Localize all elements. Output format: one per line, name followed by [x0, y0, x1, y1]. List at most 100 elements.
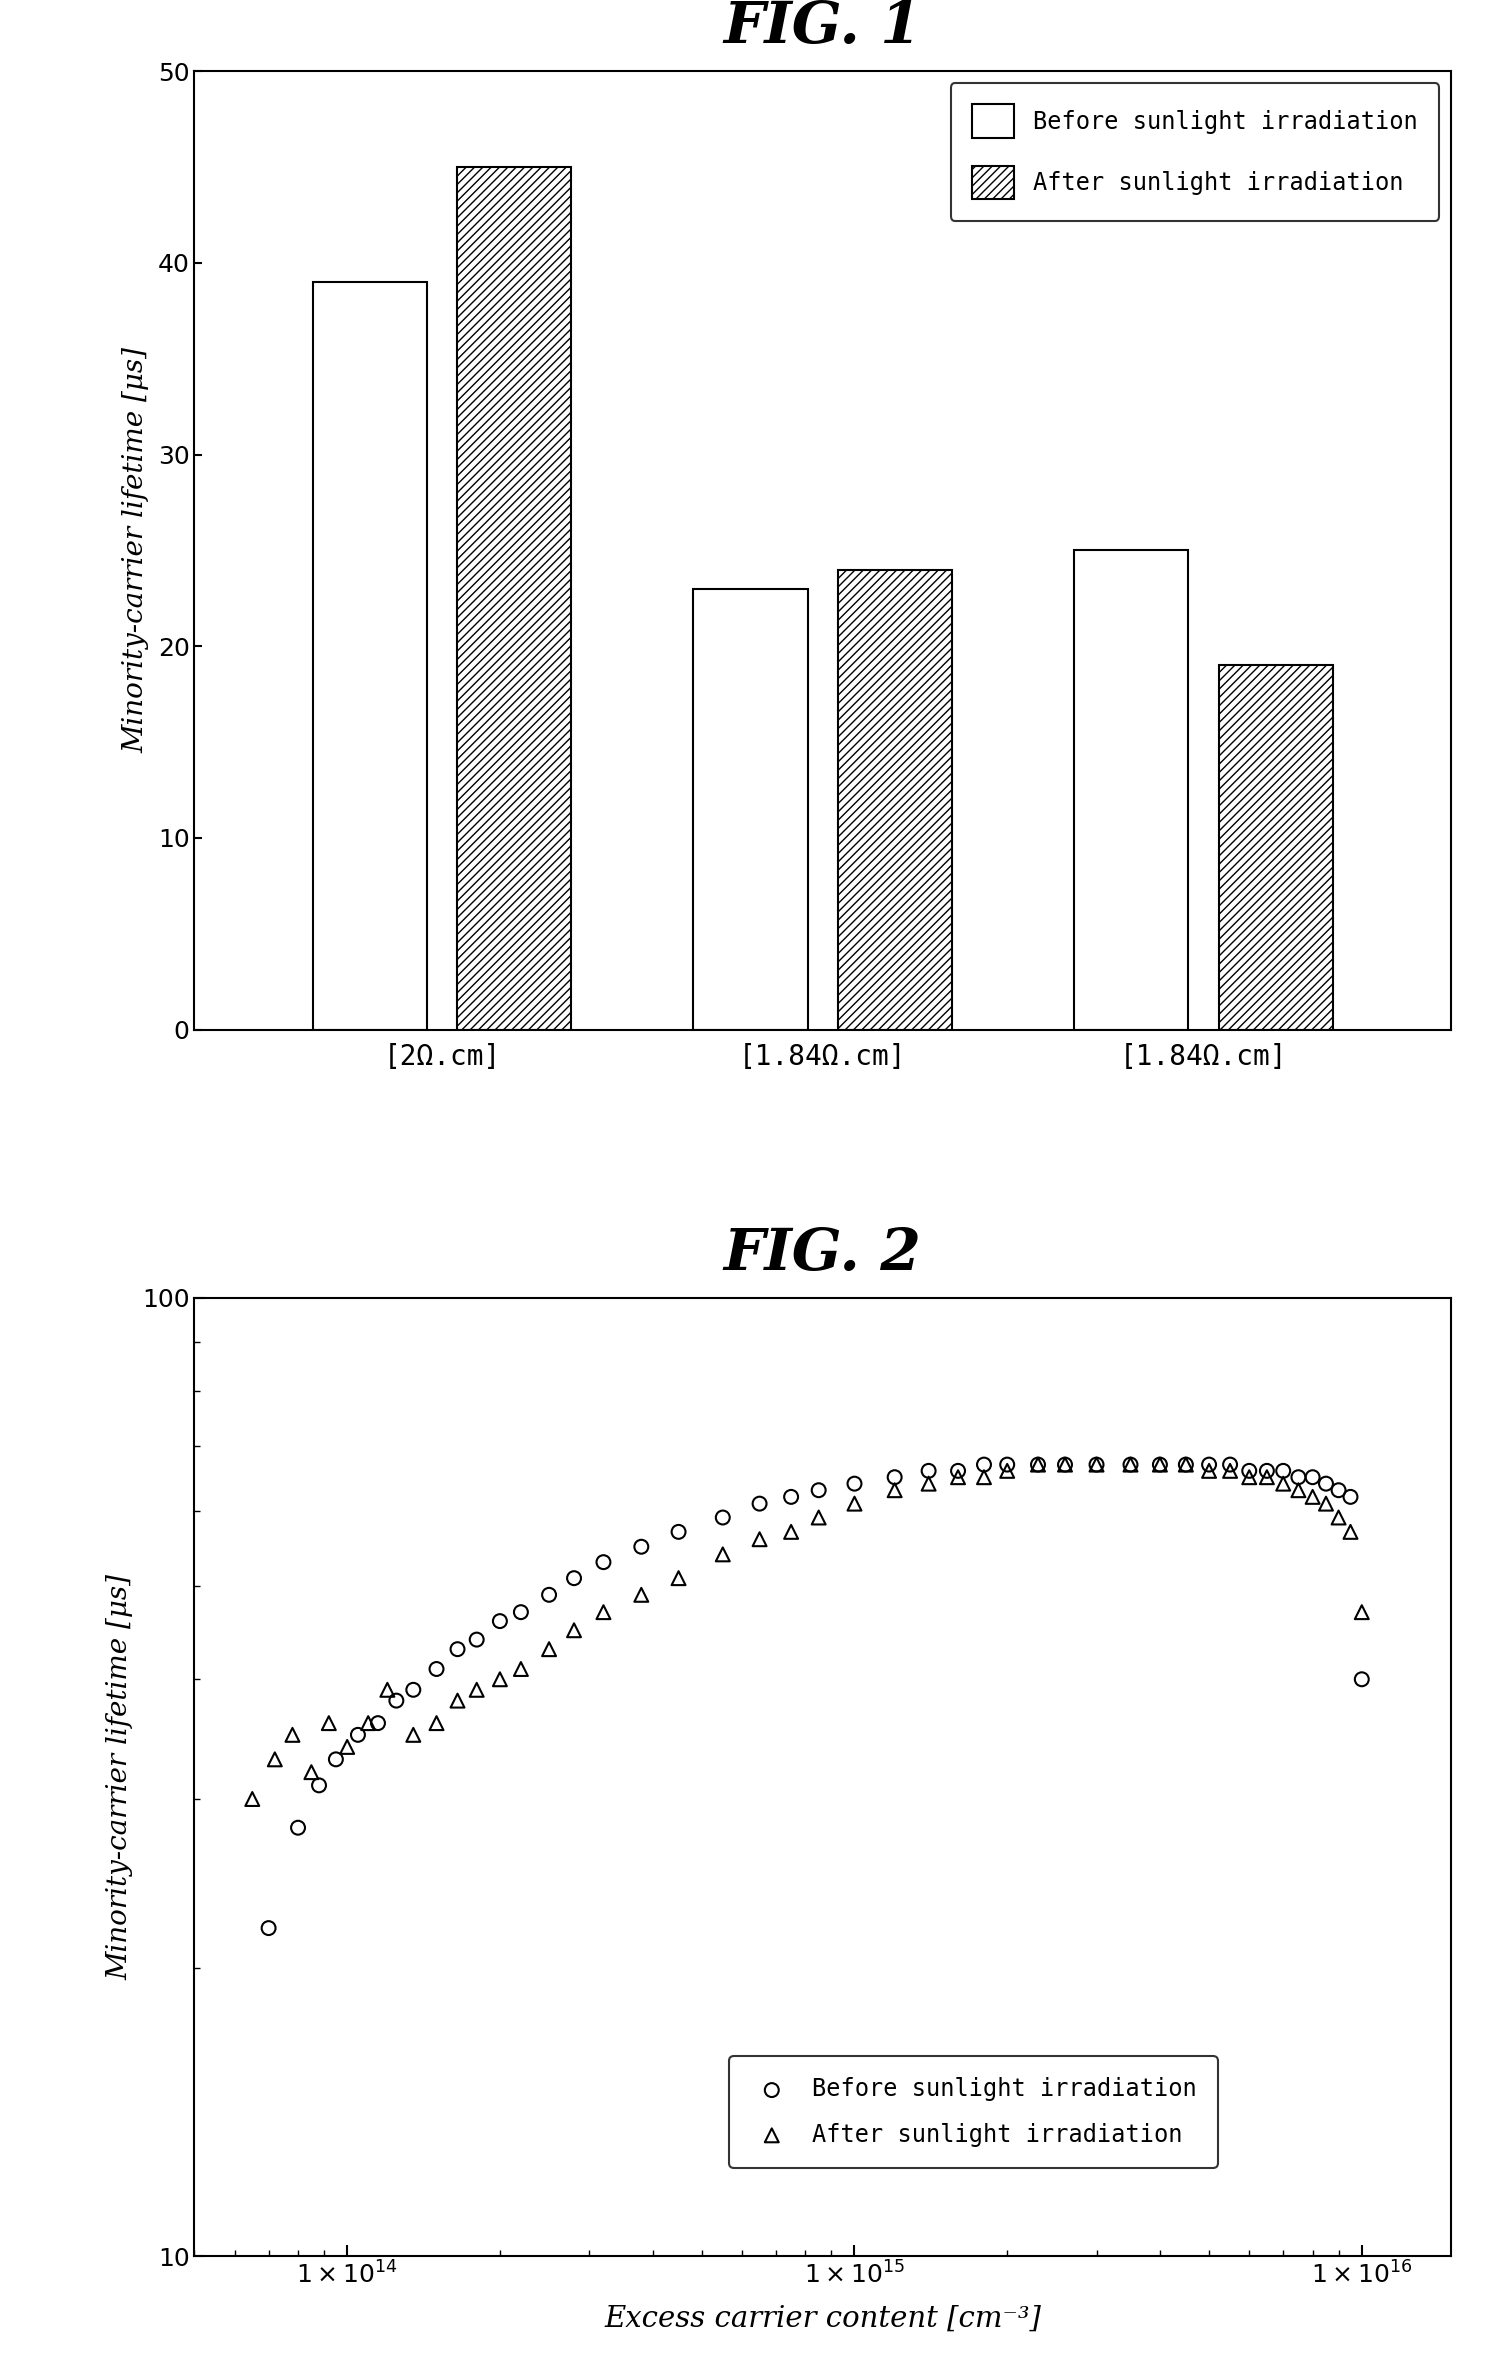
Before sunlight irradiation — [1119, 1446, 1143, 1484]
Before sunlight irradiation — [1174, 1446, 1198, 1484]
After sunlight irradiation — [667, 1558, 691, 1596]
Before sunlight irradiation — [1300, 1458, 1324, 1496]
Title: FIG. 2: FIG. 2 — [724, 1226, 922, 1282]
After sunlight irradiation — [401, 1715, 425, 1753]
Bar — [1219, 665, 1333, 1031]
Before sunlight irradiation — [425, 1651, 449, 1689]
Before sunlight irradiation — [1197, 1446, 1221, 1484]
Legend: Before sunlight irradiation, After sunlight irradiation: Before sunlight irradiation, After sunli… — [950, 83, 1439, 221]
After sunlight irradiation — [509, 1651, 533, 1689]
Before sunlight irradiation — [1339, 1477, 1363, 1515]
After sunlight irradiation — [1085, 1446, 1109, 1484]
After sunlight irradiation — [1339, 1513, 1363, 1551]
After sunlight irradiation — [630, 1575, 654, 1613]
Before sunlight irradiation — [1349, 1660, 1373, 1698]
Legend: Before sunlight irradiation, After sunlight irradiation: Before sunlight irradiation, After sunli… — [729, 2057, 1218, 2168]
After sunlight irradiation — [425, 1705, 449, 1743]
After sunlight irradiation — [465, 1672, 489, 1710]
Before sunlight irradiation — [509, 1594, 533, 1632]
After sunlight irradiation — [1174, 1446, 1198, 1484]
Before sunlight irradiation — [1237, 1451, 1261, 1489]
After sunlight irradiation — [711, 1534, 735, 1572]
Before sunlight irradiation — [1147, 1446, 1171, 1484]
After sunlight irradiation — [972, 1458, 996, 1496]
Before sunlight irradiation — [1218, 1446, 1242, 1484]
After sunlight irradiation — [1026, 1446, 1050, 1484]
Before sunlight irradiation — [1287, 1458, 1310, 1496]
After sunlight irradiation — [1327, 1499, 1351, 1537]
After sunlight irradiation — [591, 1594, 615, 1632]
Bar — [838, 570, 953, 1031]
Before sunlight irradiation — [1053, 1446, 1077, 1484]
After sunlight irradiation — [1255, 1458, 1279, 1496]
Before sunlight irradiation — [286, 1810, 310, 1848]
Before sunlight irradiation — [465, 1620, 489, 1658]
Before sunlight irradiation — [748, 1484, 772, 1522]
After sunlight irradiation — [1237, 1458, 1261, 1496]
After sunlight irradiation — [241, 1779, 265, 1817]
Before sunlight irradiation — [1026, 1446, 1050, 1484]
After sunlight irradiation — [1053, 1446, 1077, 1484]
Before sunlight irradiation — [1255, 1451, 1279, 1489]
Before sunlight irradiation — [1085, 1446, 1109, 1484]
Before sunlight irradiation — [945, 1451, 969, 1489]
Before sunlight irradiation — [1272, 1451, 1296, 1489]
Bar — [693, 589, 808, 1031]
Before sunlight irradiation — [384, 1682, 408, 1720]
After sunlight irradiation — [806, 1499, 830, 1537]
After sunlight irradiation — [356, 1705, 380, 1743]
Before sunlight irradiation — [972, 1446, 996, 1484]
Before sunlight irradiation — [917, 1451, 941, 1489]
After sunlight irradiation — [562, 1610, 586, 1648]
Before sunlight irradiation — [995, 1446, 1019, 1484]
Before sunlight irradiation — [1327, 1470, 1351, 1508]
After sunlight irradiation — [317, 1705, 341, 1743]
After sunlight irradiation — [1272, 1465, 1296, 1503]
Before sunlight irradiation — [537, 1575, 561, 1613]
After sunlight irradiation — [446, 1682, 470, 1720]
After sunlight irradiation — [1349, 1594, 1373, 1632]
Before sunlight irradiation — [667, 1513, 691, 1551]
Before sunlight irradiation — [307, 1767, 331, 1805]
Before sunlight irradiation — [367, 1705, 390, 1743]
After sunlight irradiation — [1313, 1484, 1337, 1522]
Before sunlight irradiation — [401, 1672, 425, 1710]
Bar — [1074, 551, 1188, 1031]
After sunlight irradiation — [1119, 1446, 1143, 1484]
Before sunlight irradiation — [446, 1629, 470, 1667]
Title: FIG. 1: FIG. 1 — [724, 0, 922, 57]
Before sunlight irradiation — [806, 1470, 830, 1508]
Before sunlight irradiation — [257, 1910, 281, 1948]
After sunlight irradiation — [375, 1672, 399, 1710]
After sunlight irradiation — [1197, 1451, 1221, 1489]
Before sunlight irradiation — [1313, 1465, 1337, 1503]
Before sunlight irradiation — [842, 1465, 866, 1503]
After sunlight irradiation — [842, 1484, 866, 1522]
After sunlight irradiation — [1147, 1446, 1171, 1484]
Before sunlight irradiation — [711, 1499, 735, 1537]
After sunlight irradiation — [995, 1451, 1019, 1489]
After sunlight irradiation — [917, 1465, 941, 1503]
After sunlight irradiation — [299, 1753, 323, 1791]
After sunlight irradiation — [1300, 1477, 1324, 1515]
After sunlight irradiation — [1287, 1470, 1310, 1508]
After sunlight irradiation — [280, 1715, 304, 1753]
Before sunlight irradiation — [883, 1458, 907, 1496]
Y-axis label: Minority-carrier lifetime [μs]: Minority-carrier lifetime [μs] — [106, 1575, 133, 1981]
Bar — [458, 166, 571, 1031]
After sunlight irradiation — [537, 1629, 561, 1667]
Before sunlight irradiation — [591, 1544, 615, 1582]
X-axis label: Excess carrier content [cm⁻³]: Excess carrier content [cm⁻³] — [604, 2306, 1041, 2332]
Before sunlight irradiation — [325, 1741, 349, 1779]
Before sunlight irradiation — [346, 1715, 370, 1753]
After sunlight irradiation — [263, 1741, 287, 1779]
After sunlight irradiation — [945, 1458, 969, 1496]
Before sunlight irradiation — [779, 1477, 803, 1515]
Before sunlight irradiation — [488, 1603, 512, 1641]
Y-axis label: Minority-carrier lifetime [μs]: Minority-carrier lifetime [μs] — [123, 347, 150, 753]
After sunlight irradiation — [748, 1520, 772, 1558]
After sunlight irradiation — [488, 1660, 512, 1698]
Before sunlight irradiation — [562, 1558, 586, 1596]
After sunlight irradiation — [335, 1729, 359, 1767]
After sunlight irradiation — [883, 1470, 907, 1508]
